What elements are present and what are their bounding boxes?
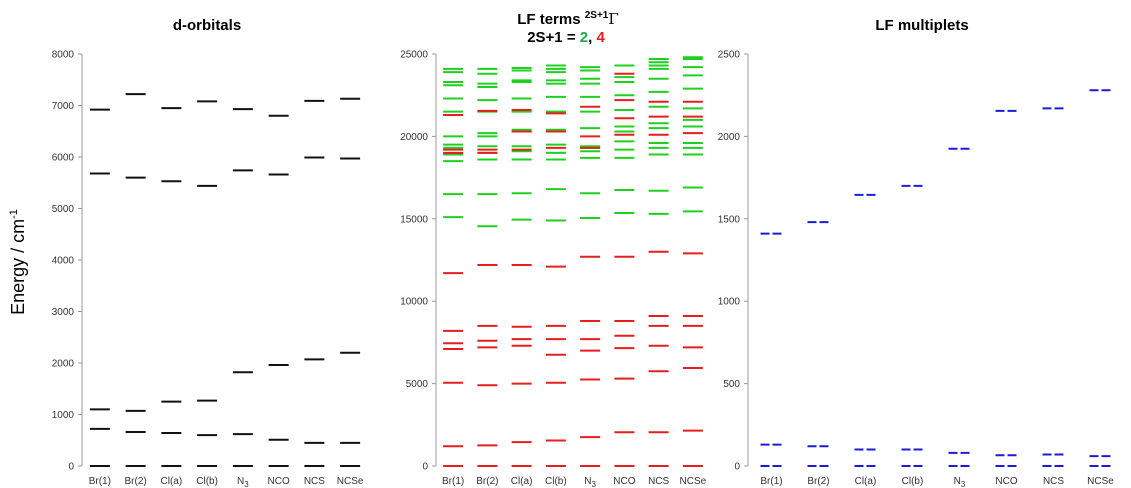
lf-terms-title-gamma: Γ (608, 10, 618, 28)
x-tick-label: N3 (954, 476, 966, 488)
y-tick-label: 25000 (400, 50, 428, 61)
y-tick-label: 0 (68, 462, 74, 473)
x-tick-label: Cl(a) (855, 476, 877, 487)
x-tick-label: Br(2) (125, 476, 147, 487)
panel-title-lf-multiplets: LF multiplets (875, 17, 968, 34)
x-tick-label: Br(2) (807, 476, 829, 487)
x-tick-label: NCSe (337, 476, 364, 487)
y-tick-label: 1000 (52, 410, 75, 421)
y-tick-label: 1500 (718, 214, 741, 225)
x-tick-label: Cl(b) (196, 476, 218, 487)
x-tick-label: N3 (237, 476, 249, 488)
y-tick-label: 5000 (406, 379, 429, 390)
subtitle-prefix: 2S+1 = (527, 29, 580, 46)
y-tick-label: 10000 (400, 297, 428, 308)
y-tick-label: 2000 (52, 359, 75, 370)
lf-terms-subtitle: 2S+1 = 2, 4 (527, 29, 605, 46)
x-tick-label: Br(1) (442, 476, 464, 487)
panel-title-lf-terms: LF terms 2S+1Γ (517, 10, 619, 28)
y-axis-label: Energy / cm-1 (8, 209, 28, 315)
y-axis-label-exponent: -1 (8, 209, 20, 219)
x-tick-label: Cl(a) (511, 476, 533, 487)
y-tick-label: 5000 (52, 204, 75, 215)
svg-text:Energy / cm-1: Energy / cm-1 (8, 209, 28, 315)
lf-terms-title-superscript: 2S+1 (585, 10, 609, 21)
x-tick-label: Br(2) (476, 476, 498, 487)
y-tick-label: 6000 (52, 153, 75, 164)
x-tick-label: NCO (613, 476, 635, 487)
y-tick-label: 2500 (718, 50, 741, 61)
panel-lf-multiplets: LF multiplets 0 500 1000 1500 2000 2500 Br(1) B… (718, 17, 1115, 488)
panel-title-d-orbitals: d-orbitals (173, 17, 241, 34)
y-tick-label: 3000 (52, 307, 75, 318)
x-tick-label: NCS (1043, 476, 1064, 487)
y-tick-label: 0 (422, 462, 428, 473)
y-tick-label: 2000 (718, 132, 741, 143)
y-tick-label: 500 (723, 379, 740, 390)
panel-lf-terms: LF terms 2S+1Γ 2S+1 = 2, 4 0 5000 10000 150… (400, 10, 706, 488)
y-tick-label: 4000 (52, 256, 75, 267)
x-tick-label: NCSe (1087, 476, 1114, 487)
y-tick-label: 7000 (52, 101, 75, 112)
x-tick-label: N3 (584, 476, 596, 488)
x-tick-label: Br(1) (760, 476, 782, 487)
y-tick-label: 15000 (400, 214, 428, 225)
x-tick-label: Cl(b) (902, 476, 924, 487)
x-tick-label: Cl(a) (161, 476, 183, 487)
y-tick-label: 1000 (718, 297, 741, 308)
x-tick-label: Br(1) (89, 476, 111, 487)
y-tick-label: 20000 (400, 132, 428, 143)
y-tick-label: 0 (734, 462, 740, 473)
plot-lf-terms: 0 5000 10000 15000 20000 25000 Br(1) Br(2) Cl(a)… (400, 50, 706, 488)
plot-lf-multiplets: 0 500 1000 1500 2000 2500 Br(1) Br(2) Cl(a) Cl(b)… (718, 50, 1115, 488)
x-tick-label: NCO (268, 476, 290, 487)
x-tick-label: NCSe (680, 476, 707, 487)
x-tick-label: NCS (304, 476, 325, 487)
x-tick-label: NCS (648, 476, 669, 487)
subtitle-quartet: 4 (596, 29, 605, 46)
x-tick-label: NCO (995, 476, 1017, 487)
panel-d-orbitals: d-orbitals 0 1000 2000 3000 4000 5000 6000 7000… (52, 17, 364, 488)
lf-terms-title-text: LF terms (517, 11, 585, 28)
y-tick-label: 8000 (52, 50, 75, 61)
x-tick-label: Cl(b) (545, 476, 567, 487)
plot-d-orbitals: 0 1000 2000 3000 4000 5000 6000 7000 8000 Br(1) Br… (52, 50, 364, 488)
subtitle-separator: , (588, 29, 596, 46)
subtitle-doublet: 2 (580, 29, 588, 46)
y-axis-label-text: Energy / cm (8, 219, 28, 315)
